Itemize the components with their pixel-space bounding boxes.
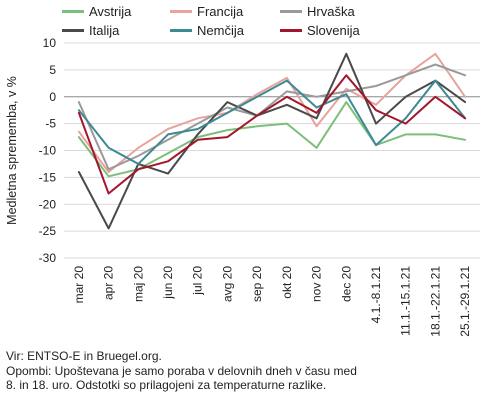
y-tick-label: -30 (39, 251, 57, 265)
legend-label: Hrvaška (307, 3, 355, 19)
y-axis-label: Medletna sprememba, v % (5, 76, 19, 225)
y-tick-label: -5 (45, 117, 56, 131)
y-tick-label: 10 (43, 36, 57, 50)
note-line-2: 8. in 18. uro. Odstotki so prilagojeni z… (6, 378, 327, 392)
chart-legend: Avstrija Francija Hrvaška Italija Nemčija Slo… (62, 2, 392, 39)
x-tick-label: jul 20 (191, 266, 205, 296)
chart-footnote: Vir: ENTSO-E in Bruegel.org. Opombi: Upo… (6, 349, 486, 393)
series-line-italija (77, 52, 467, 230)
x-tick-label: avg 20 (220, 266, 234, 302)
legend-swatch (170, 28, 192, 32)
y-tick-label: -15 (39, 170, 57, 184)
legend-swatch (170, 9, 192, 13)
legend-label: Francija (197, 3, 244, 19)
source-note: Vir: ENTSO-E in Bruegel.org. (6, 349, 162, 363)
legend-item: Slovenija (280, 21, 392, 39)
series-line-avstrija (77, 101, 467, 178)
x-tick-label: mar 20 (72, 266, 86, 304)
legend-swatch (62, 28, 84, 32)
x-tick-label: maj 20 (131, 266, 145, 302)
y-tick-label: -25 (39, 224, 57, 238)
legend-item: Hrvaška (280, 2, 392, 20)
legend-item: Francija (170, 2, 280, 20)
legend-label: Slovenija (307, 22, 360, 38)
series-line-slovenija (77, 74, 467, 195)
line-chart: 10 5 0 -5 -10 -15 -20 -25 -30 Medletna sprememba,… (5, 36, 480, 337)
x-tick-label: sep 20 (250, 266, 264, 302)
x-tick-label: nov 20 (310, 266, 324, 302)
x-tick-label: dec 20 (339, 266, 353, 302)
legend-swatch (62, 9, 84, 13)
legend-item: Avstrija (62, 2, 170, 20)
x-tick-label: apr 20 (102, 266, 116, 300)
y-tick-label: 5 (49, 63, 56, 77)
y-tick-label: -10 (39, 144, 57, 158)
legend-item: Italija (62, 21, 170, 39)
x-tick-label: 25.1.-29.1.21 (458, 266, 472, 337)
legend-item: Nemčija (170, 21, 280, 39)
legend-swatch (280, 28, 302, 32)
x-tick-label: 4.1.-8.1.21 (369, 266, 383, 324)
y-tick-label: -20 (39, 197, 57, 211)
x-tick-label: okt 20 (280, 266, 294, 299)
y-tick-label: 0 (49, 90, 56, 104)
legend-swatch (280, 9, 302, 13)
legend-label: Nemčija (197, 22, 244, 38)
note-line-1: Opombi: Upoštevana je samo poraba v delo… (6, 363, 357, 378)
series-line-nemčija (77, 79, 467, 165)
x-tick-label: 11.1.-15.1.21 (399, 266, 413, 336)
x-tick-label: 18.1.-22.1.21 (428, 266, 442, 337)
series-line-francija (77, 52, 467, 173)
x-tick-label: jun 20 (161, 266, 175, 300)
legend-label: Italija (89, 22, 120, 38)
legend-label: Avstrija (89, 3, 132, 19)
series-line-hrvaška (77, 63, 467, 171)
